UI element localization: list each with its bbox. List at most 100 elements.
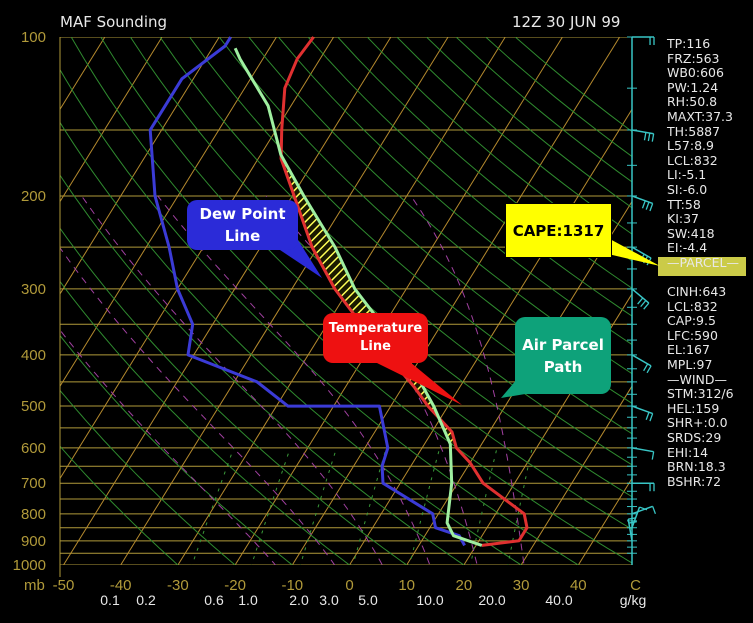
index-line: CINH:643	[667, 284, 727, 300]
wind-barb-flag	[637, 297, 644, 305]
index-line: SHR+:0.0	[667, 415, 728, 431]
index-line: MAXT:37.3	[667, 108, 733, 124]
temperature-tick-label: 40	[570, 577, 587, 594]
isotherm-line	[520, 385, 632, 565]
mixing-ratio-tick-label: 5.0	[358, 592, 378, 608]
moist-adiabat	[60, 247, 336, 565]
temperature-tick-label: 20	[456, 577, 473, 594]
pressure-tick-label: 600	[21, 440, 46, 457]
stability-indices: TP:116 FRZ:563 WB0:606 PW:1.24 RH:50.8 MAXT:3…	[667, 36, 739, 489]
wind-barb-flag	[646, 365, 652, 374]
temperature-callout-line1: Temperature	[328, 321, 423, 336]
dry-adiabat	[159, 37, 632, 466]
mixing-ratio-tick-label: 0.2	[136, 592, 156, 608]
dry-adiabat	[100, 37, 632, 530]
index-line: TT:58	[667, 196, 701, 212]
wind-barb	[631, 354, 652, 367]
moist-adiabat	[81, 195, 383, 565]
index-line: EHI:14	[667, 444, 709, 460]
mixing-ratio-tick-label: 20.0	[478, 592, 505, 608]
index-line: L57:8.9	[667, 138, 714, 154]
isotherm-line	[60, 37, 220, 295]
pressure-tick-label: 100	[21, 29, 46, 46]
isotherm-line	[234, 37, 563, 565]
isotherm-line	[60, 37, 277, 388]
wind-barb-flag	[651, 133, 655, 142]
dry-adiabat	[60, 121, 523, 565]
temperature-pointer	[375, 362, 462, 405]
plot-clip-group	[60, 37, 632, 565]
pressure-tick-label: 400	[21, 347, 46, 364]
index-line: LI:-5.1	[667, 167, 707, 183]
wind-barb-flag	[641, 200, 646, 209]
mixing-ratio-line	[409, 447, 441, 565]
cape-callout: CAPE:1317	[505, 203, 612, 258]
index-line: CAP:9.5	[667, 313, 716, 329]
index-line: KI:37	[667, 211, 700, 227]
wind-barb-flag	[643, 132, 647, 141]
wind-barb-flag	[647, 132, 651, 142]
isotherm-line	[60, 37, 163, 203]
wind-barb-flag	[643, 363, 649, 372]
pressure-tick-label: 800	[21, 506, 46, 523]
isotherm-line	[120, 37, 449, 565]
isotherm-line	[60, 37, 335, 480]
wind-barb	[631, 129, 654, 135]
isotherm-line	[463, 292, 632, 565]
mixing-ratio-line	[507, 447, 533, 565]
index-line: FRZ:563	[667, 50, 720, 66]
pressure-unit-label: mb	[24, 577, 45, 594]
diagram-grid	[60, 37, 632, 565]
index-line: LCL:832	[667, 152, 718, 168]
mixing-ratio-tick-label: 10.0	[416, 592, 443, 608]
dry-adiabat	[60, 389, 236, 565]
isotherm-line	[177, 37, 506, 565]
isotherm-line	[63, 37, 392, 565]
index-line: RH:50.8	[667, 94, 718, 110]
dry-adiabat	[218, 37, 632, 404]
temperature-tick-label: -10	[281, 577, 303, 594]
dew-point-callout-line1: Dew Point	[199, 205, 286, 223]
index-line: —WIND—	[667, 371, 728, 387]
temperature-tick-label: 10	[398, 577, 415, 594]
temperature-tick-label: 30	[513, 577, 530, 594]
dew-point-callout-line2: Line	[224, 227, 261, 245]
parcel-callout-line2: Path	[543, 357, 583, 376]
pressure-tick-label: 700	[21, 475, 46, 492]
index-line: LFC:590	[667, 327, 718, 343]
wind-barb	[631, 246, 652, 259]
parcel-highlight	[658, 257, 746, 276]
wind-barb-flag	[649, 413, 654, 422]
temperature-callout: Temperature Line	[323, 313, 428, 363]
mixing-ratio-tick-label: 3.0	[319, 592, 339, 608]
temperature-callout-line2: Line	[360, 339, 391, 354]
dewpoint-line	[148, 36, 466, 547]
pressure-tick-label: 300	[21, 281, 46, 298]
dry-adiabat	[248, 37, 632, 375]
isotherm-line	[349, 108, 632, 565]
parcel-callout: Air Parcel Path	[515, 317, 611, 394]
mixing-ratio-line	[469, 447, 498, 565]
wind-barb-flag	[652, 506, 657, 515]
dry-adiabat	[60, 227, 408, 565]
temperature-tick-label: C	[630, 577, 641, 594]
index-line: MPL:97	[667, 357, 713, 373]
temperature-tick-label: -20	[224, 577, 246, 594]
mixing-ratio-tick-label: 1.0	[238, 592, 258, 608]
isotherm-line	[291, 37, 621, 565]
temperature-tick-label: -30	[167, 577, 189, 594]
index-line: STM:312/6	[667, 386, 734, 402]
mixing-ratio-unit-label: g/kg	[620, 592, 646, 608]
wind-barb	[631, 405, 653, 415]
dry-adiabat	[189, 37, 632, 435]
cape-pointer	[608, 238, 660, 266]
index-line	[667, 271, 739, 286]
index-line: BSHR:72	[667, 473, 722, 489]
index-line: TH:5887	[667, 123, 721, 139]
temperature-tick-label: -40	[110, 577, 132, 594]
wind-barb-flag	[628, 521, 637, 524]
index-line: —PARCEL—	[667, 254, 739, 270]
mixing-ratio-tick-label: 0.1	[100, 592, 120, 608]
index-line: EL:167	[667, 342, 710, 358]
index-line: BRN:18.3	[667, 459, 726, 475]
